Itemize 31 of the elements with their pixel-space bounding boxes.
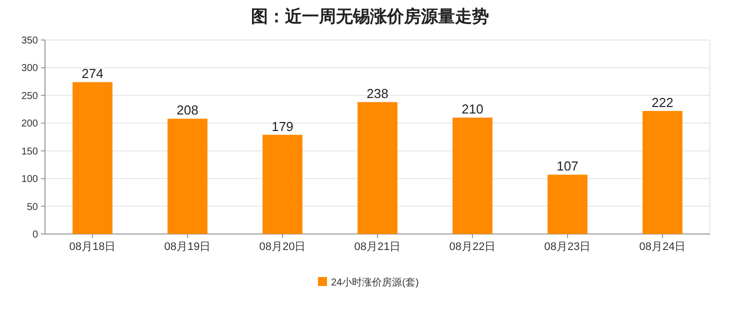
y-tick-label: 300: [21, 63, 38, 74]
bar: [452, 118, 492, 234]
y-tick-label: 50: [26, 202, 38, 213]
bar: [168, 118, 208, 234]
bar: [262, 134, 302, 234]
x-tick-label: 08月21日: [354, 241, 401, 253]
y-tick-label: 100: [21, 174, 38, 186]
bar: [642, 110, 682, 234]
chart-title: 图：近一周无锡涨价房源量走势: [251, 7, 489, 26]
legend-label: 24小时涨价房源(套): [331, 276, 419, 288]
x-tick-label: 08月19日: [164, 241, 211, 253]
y-tick-label: 150: [21, 146, 38, 158]
y-tick-label: 200: [21, 118, 38, 130]
data-label: 238: [366, 86, 388, 102]
y-tick-label: 250: [21, 90, 38, 102]
x-tick-label: 08月23日: [544, 241, 591, 253]
x-tick-label: 08月24日: [639, 241, 686, 253]
data-label: 208: [176, 102, 198, 118]
data-label: 107: [556, 158, 578, 174]
x-tick-label: 08月22日: [449, 241, 496, 253]
data-label: 274: [82, 66, 104, 82]
y-tick-label: 350: [21, 36, 38, 46]
data-label: 222: [652, 94, 674, 110]
data-label: 210: [462, 102, 484, 117]
data-label: 179: [272, 118, 294, 134]
bar: [358, 102, 398, 234]
bar: [548, 174, 588, 234]
y-tick-label: 0: [32, 230, 38, 240]
x-tick-label: 08月20日: [259, 241, 306, 253]
bar: [72, 82, 112, 234]
x-tick-label: 08月18日: [69, 241, 116, 253]
